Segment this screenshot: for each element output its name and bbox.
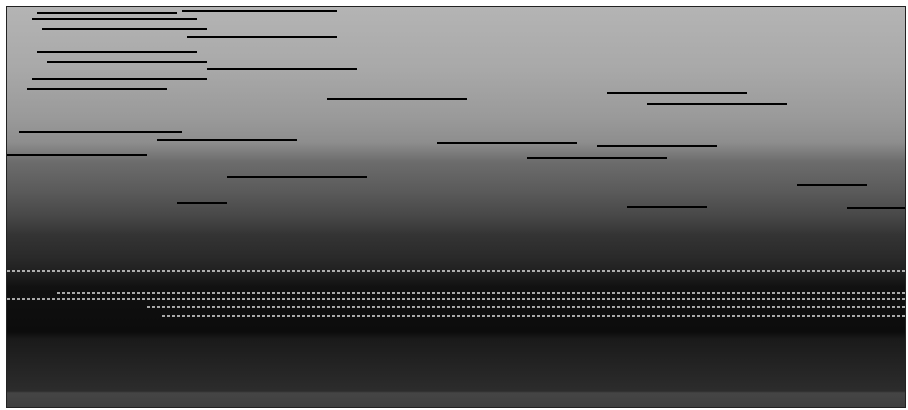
bright-streaks bbox=[7, 270, 905, 317]
glitched-photo bbox=[6, 6, 906, 408]
scanline-overlay bbox=[7, 10, 905, 317]
dark-streaks bbox=[7, 10, 905, 209]
